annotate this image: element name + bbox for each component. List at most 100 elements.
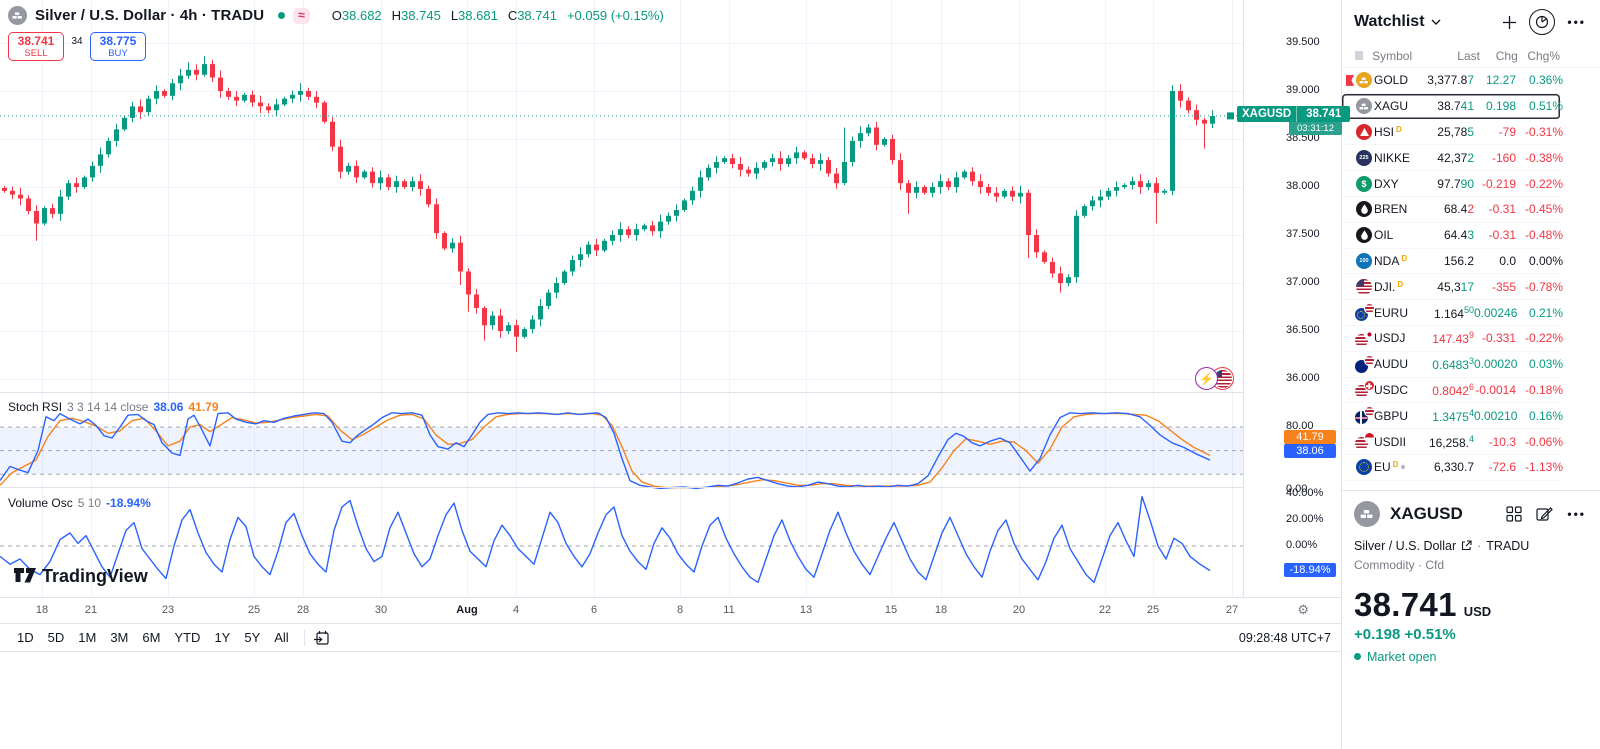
add-symbol-button[interactable]	[1502, 15, 1517, 30]
symbol-title[interactable]: Silver / U.S. Dollar · 4h · TRADU	[35, 7, 265, 24]
watchlist-more-icon[interactable]: •••	[1567, 15, 1586, 29]
stoch-rsi-legend[interactable]: Stoch RSI 3 3 14 14 close 38.06 41.79	[8, 400, 219, 414]
market-status-dot-icon[interactable]	[278, 12, 286, 19]
range-button-1y[interactable]: 1Y	[214, 630, 231, 645]
price-chart-svg[interactable]	[0, 0, 1243, 597]
delayed-data-badge: D	[1396, 124, 1402, 134]
row-flag-slot[interactable]	[1346, 230, 1354, 241]
flag-column-icon[interactable]	[1355, 51, 1364, 60]
watchlist-row-oil[interactable]: OIL 64.43 -0.31 -0.48%	[1342, 223, 1563, 249]
watchlist-row-euru[interactable]: EURU 1.16450 0.00246 0.21%	[1342, 300, 1563, 326]
price-axis[interactable]: XAGUSD 38.741 03:31:12 39.500 39.000 38.50…	[1237, 0, 1351, 597]
open-value: 38.682	[341, 8, 382, 23]
symbol-name: USDII	[1374, 434, 1407, 449]
vol-axis-label: 0.00%	[1286, 539, 1318, 551]
row-flag-slot[interactable]	[1346, 255, 1354, 266]
watchlist-row-nda[interactable]: 100 NDA D 156.2 0.0 0.00%	[1342, 249, 1563, 275]
watchlist-row-dji[interactable]: DJI. D 45,317 -355 -0.78%	[1342, 274, 1563, 301]
high-value: 38.745	[401, 8, 441, 23]
silver-symbol-icon[interactable]	[8, 6, 27, 25]
price-axis-label: 36.500	[1286, 324, 1320, 336]
watchlist-row-usdj[interactable]: USDJ 147.439 -0.331 -0.22%	[1342, 326, 1563, 352]
range-button-1d[interactable]: 1D	[17, 630, 34, 645]
chart-area[interactable]: Silver / U.S. Dollar · 4h · TRADU ≈ O38.…	[0, 0, 1351, 749]
session-clock[interactable]: 09:28:48 UTC+7	[1238, 630, 1331, 645]
range-button-all[interactable]: All	[274, 630, 289, 645]
watchlist-row-hsi[interactable]: HSI D 25,785 -79 -0.31%	[1342, 120, 1563, 146]
flash-event-icon[interactable]: ⚡	[1195, 367, 1218, 390]
watchlist-row-bren[interactable]: BREN 68.42 -0.31 -0.45%	[1342, 197, 1563, 223]
pane-separator[interactable]	[0, 487, 1341, 488]
tradingview-logo[interactable]: TradingView	[14, 566, 148, 587]
row-flag-slot[interactable]	[1346, 178, 1354, 189]
row-flag-slot[interactable]	[1346, 359, 1354, 370]
column-chg[interactable]: Chg	[1495, 48, 1518, 63]
watchlist-column-headers[interactable]: Symbol Last Chg Chg%	[1342, 44, 1600, 68]
volume-osc-value: -18.94%	[106, 496, 151, 510]
watchlist-row-xagu[interactable]: XAGU 38.741 0.198 0.51%	[1342, 94, 1563, 120]
info-more-icon[interactable]: •••	[1567, 506, 1586, 521]
price-axis-label: 37.500	[1286, 228, 1320, 240]
change-percent: -0.38%	[1524, 150, 1563, 165]
row-flag-slot[interactable]	[1346, 307, 1354, 318]
pane-separator[interactable]	[0, 392, 1341, 393]
external-link-icon[interactable]	[1461, 540, 1472, 551]
sell-button[interactable]: 38.741 SELL	[8, 32, 64, 61]
range-button-5d[interactable]: 5D	[47, 630, 65, 645]
row-flag-slot[interactable]	[1346, 204, 1354, 215]
symbol-icon	[1356, 98, 1372, 115]
stoch-value-chip: 38.06	[1284, 444, 1336, 458]
go-to-date-icon[interactable]	[313, 630, 330, 646]
stoch-title: Stoch RSI	[8, 400, 63, 414]
symbol-name: XAGU	[1374, 99, 1409, 114]
watchlist-row-usdii[interactable]: USDII 16,258.4 -10.3 -0.06%	[1342, 429, 1563, 455]
time-axis[interactable]: ⚙ 18 21 23 25 28 30 Aug 4 6 8 11 13 15 18 20 22 25 27	[0, 597, 1341, 623]
time-tick-label: 30	[374, 604, 388, 616]
row-flag-marker[interactable]	[1346, 74, 1354, 86]
axis-settings-gear-icon[interactable]: ⚙	[1297, 602, 1309, 617]
silver-symbol-icon	[1354, 500, 1380, 527]
grid-layout-icon[interactable]	[1506, 506, 1522, 522]
change-value: -355	[1491, 279, 1516, 294]
spread-value: 34	[71, 36, 83, 47]
row-flag-slot[interactable]	[1346, 333, 1354, 344]
last-price: 0.64833	[1432, 356, 1474, 373]
range-button-3m[interactable]: 3M	[110, 630, 129, 645]
column-chg-pct[interactable]: Chg%	[1527, 48, 1560, 63]
row-flag-slot[interactable]	[1346, 436, 1354, 447]
watchlist-title-dropdown[interactable]: Watchlist	[1354, 13, 1441, 31]
watchlist-row-dxy[interactable]: $ DXY 97.790 -0.219 -0.22%	[1342, 171, 1563, 197]
symbol-icon	[1356, 123, 1372, 140]
column-symbol[interactable]: Symbol	[1372, 48, 1413, 63]
change-value: -10.3	[1488, 434, 1516, 449]
row-flag-slot[interactable]	[1346, 462, 1354, 473]
price-axis-label: 39.000	[1286, 84, 1320, 96]
buy-button[interactable]: 38.775 BUY	[90, 32, 146, 61]
last-price: 16,258.4	[1428, 433, 1474, 450]
last-price: 0.80426	[1432, 381, 1474, 398]
row-flag-slot[interactable]	[1346, 281, 1354, 292]
row-flag-slot[interactable]	[1346, 384, 1354, 395]
range-button-6m[interactable]: 6M	[142, 630, 161, 645]
watchlist-row-usdc[interactable]: USDC 0.80426 -0.0014 -0.18%	[1342, 378, 1563, 404]
range-button-1m[interactable]: 1M	[78, 630, 97, 645]
watchlist-row-nikke[interactable]: 225 NIKKE 42,372 -160 -0.38%	[1342, 145, 1563, 172]
watchlist-row-audu[interactable]: AUDU 0.64833 0.00020 0.03%	[1342, 352, 1563, 378]
compare-icon[interactable]: ≈	[293, 7, 310, 24]
row-flag-slot[interactable]	[1346, 152, 1354, 163]
last-price-symbol: XAGUSD	[1237, 106, 1298, 122]
watchlist-row-gold[interactable]: GOLD 3,377.87 12.27 0.36%	[1342, 68, 1563, 94]
watchlist-row-gbpu[interactable]: GBPU 1.34754 0.00210 0.16%	[1342, 403, 1563, 430]
column-last[interactable]: Last	[1457, 48, 1480, 63]
range-button-5y[interactable]: 5Y	[244, 630, 261, 645]
last-price: 38.741	[1437, 99, 1474, 114]
watchlist-row-eu[interactable]: EU D 6,330.7 -72.6 -1.13%	[1342, 455, 1563, 481]
last-price: 3,377.87	[1427, 73, 1474, 88]
heatmap-pie-button[interactable]	[1529, 9, 1556, 35]
row-flag-slot[interactable]	[1346, 410, 1354, 421]
range-button-ytd[interactable]: YTD	[174, 630, 201, 645]
edit-note-icon[interactable]	[1536, 506, 1554, 522]
volume-osc-legend[interactable]: Volume Osc 5 10 -18.94%	[8, 496, 151, 510]
stoch-axis-label: 0.00	[1286, 483, 1308, 495]
time-tick-label: 18	[934, 604, 948, 616]
